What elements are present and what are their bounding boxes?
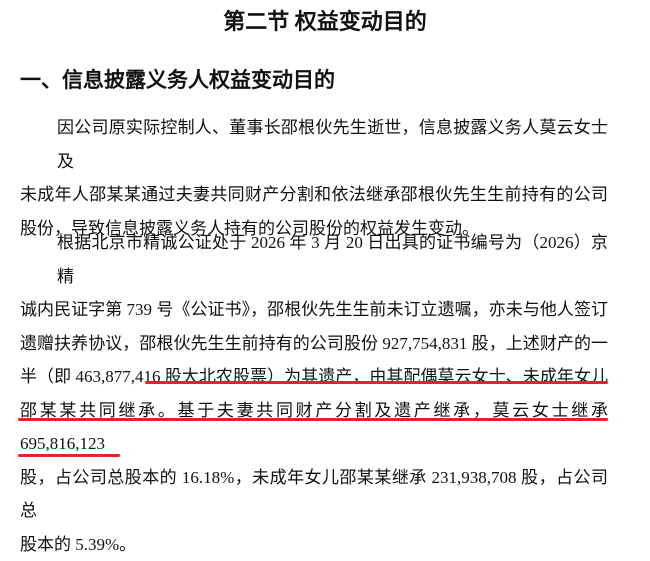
- text-line: 股本的 5.39%。: [20, 528, 608, 561]
- highlight-underline: [18, 418, 608, 421]
- subsection-heading: 一、信息披露义务人权益变动目的: [20, 64, 335, 94]
- paragraph: 根据北京市精诚公证处于 2026 年 3 月 20 日出具的证书编号为（2026…: [20, 226, 608, 561]
- highlight-underline: [145, 381, 608, 384]
- text-line: 根据北京市精诚公证处于 2026 年 3 月 20 日出具的证书编号为（2026…: [20, 226, 608, 293]
- text-line: 未成年人邵某某通过夫妻共同财产分割和依法继承邵根伙先生生前持有的公司: [20, 178, 608, 212]
- text-line: 因公司原实际控制人、董事长邵根伙先生逝世，信息披露义务人莫云女士及: [20, 111, 608, 178]
- text-line: 邵某某共同继承。基于夫妻共同财产分割及遗产继承，莫云女士继承 695,816,1…: [20, 394, 608, 461]
- paragraph: 因公司原实际控制人、董事长邵根伙先生逝世，信息披露义务人莫云女士及未成年人邵某某…: [20, 111, 608, 245]
- section-title: 第二节 权益变动目的: [0, 4, 650, 36]
- text-line: 遗赠扶养协议，邵根伙先生生前持有的公司股份 927,754,831 股，上述财产…: [20, 327, 608, 361]
- document-page: 第二节 权益变动目的 一、信息披露义务人权益变动目的 因公司原实际控制人、董事长…: [0, 0, 650, 466]
- text-line: 诚内民证字第 739 号《公证书》，邵根伙先生生前未订立遗嘱，亦未与他人签订: [20, 293, 608, 327]
- highlight-underline: [18, 454, 120, 457]
- text-line: 股，占公司总股本的 16.18%，未成年女儿邵某某继承 231,938,708 …: [20, 461, 608, 528]
- text-line: 半（即 463,877,416 股大北农股票）为其遗产，由其配偶莫云女士、未成年…: [20, 360, 608, 394]
